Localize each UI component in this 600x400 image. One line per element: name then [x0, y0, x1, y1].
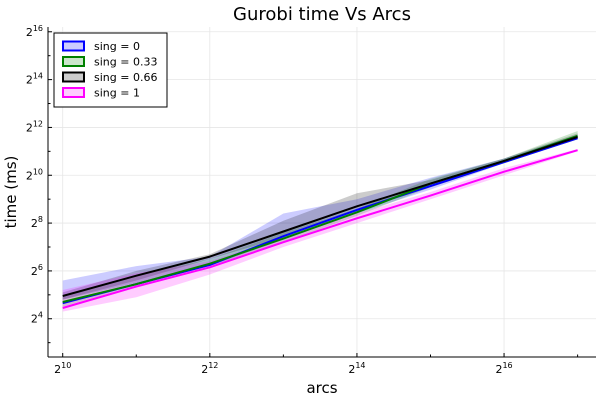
legend: sing = 0 sing = 0.33 sing = 0.66 sing = 1 [53, 32, 168, 108]
y-axis-label: time (ms) [2, 156, 20, 229]
series-band-1 [62, 131, 578, 307]
y-tick-label: 212 [26, 119, 43, 134]
x-axis-label: arcs [306, 379, 337, 397]
legend-label-2: sing = 0.66 [94, 71, 157, 84]
x-tick-label: 212 [201, 361, 218, 376]
y-tick-label: 214 [26, 72, 43, 87]
series-lines [62, 134, 578, 309]
y-tick-label: 210 [26, 167, 43, 182]
x-tick-label: 214 [348, 361, 365, 376]
y-tick-label: 26 [31, 263, 43, 278]
tick-labels: 210 212 214 216 24 26 28 210 212 214 216 [26, 24, 513, 376]
series-band-2 [62, 133, 578, 300]
legend-label-1: sing = 0.33 [94, 56, 157, 69]
y-tick-label: 24 [31, 311, 43, 326]
axes [47, 27, 596, 358]
legend-swatch-2 [62, 71, 85, 83]
legend-label-0: sing = 0 [94, 40, 140, 53]
series-line-2 [62, 136, 578, 297]
grid [48, 27, 596, 357]
x-tick-label: 210 [54, 361, 71, 376]
x-tick-label: 216 [495, 361, 512, 376]
series-band-0 [62, 134, 578, 300]
legend-box [53, 32, 168, 108]
legend-swatch-1 [62, 56, 85, 67]
legend-swatch-0 [62, 40, 85, 52]
series-bands [62, 131, 578, 312]
y-tick-label: 216 [26, 24, 43, 39]
legend-label-3: sing = 1 [94, 87, 140, 100]
legend-swatch-3 [62, 87, 85, 98]
y-tick-label: 28 [31, 215, 43, 230]
chart-title: Gurobi time Vs Arcs [233, 4, 411, 25]
series-line-3 [62, 149, 578, 309]
